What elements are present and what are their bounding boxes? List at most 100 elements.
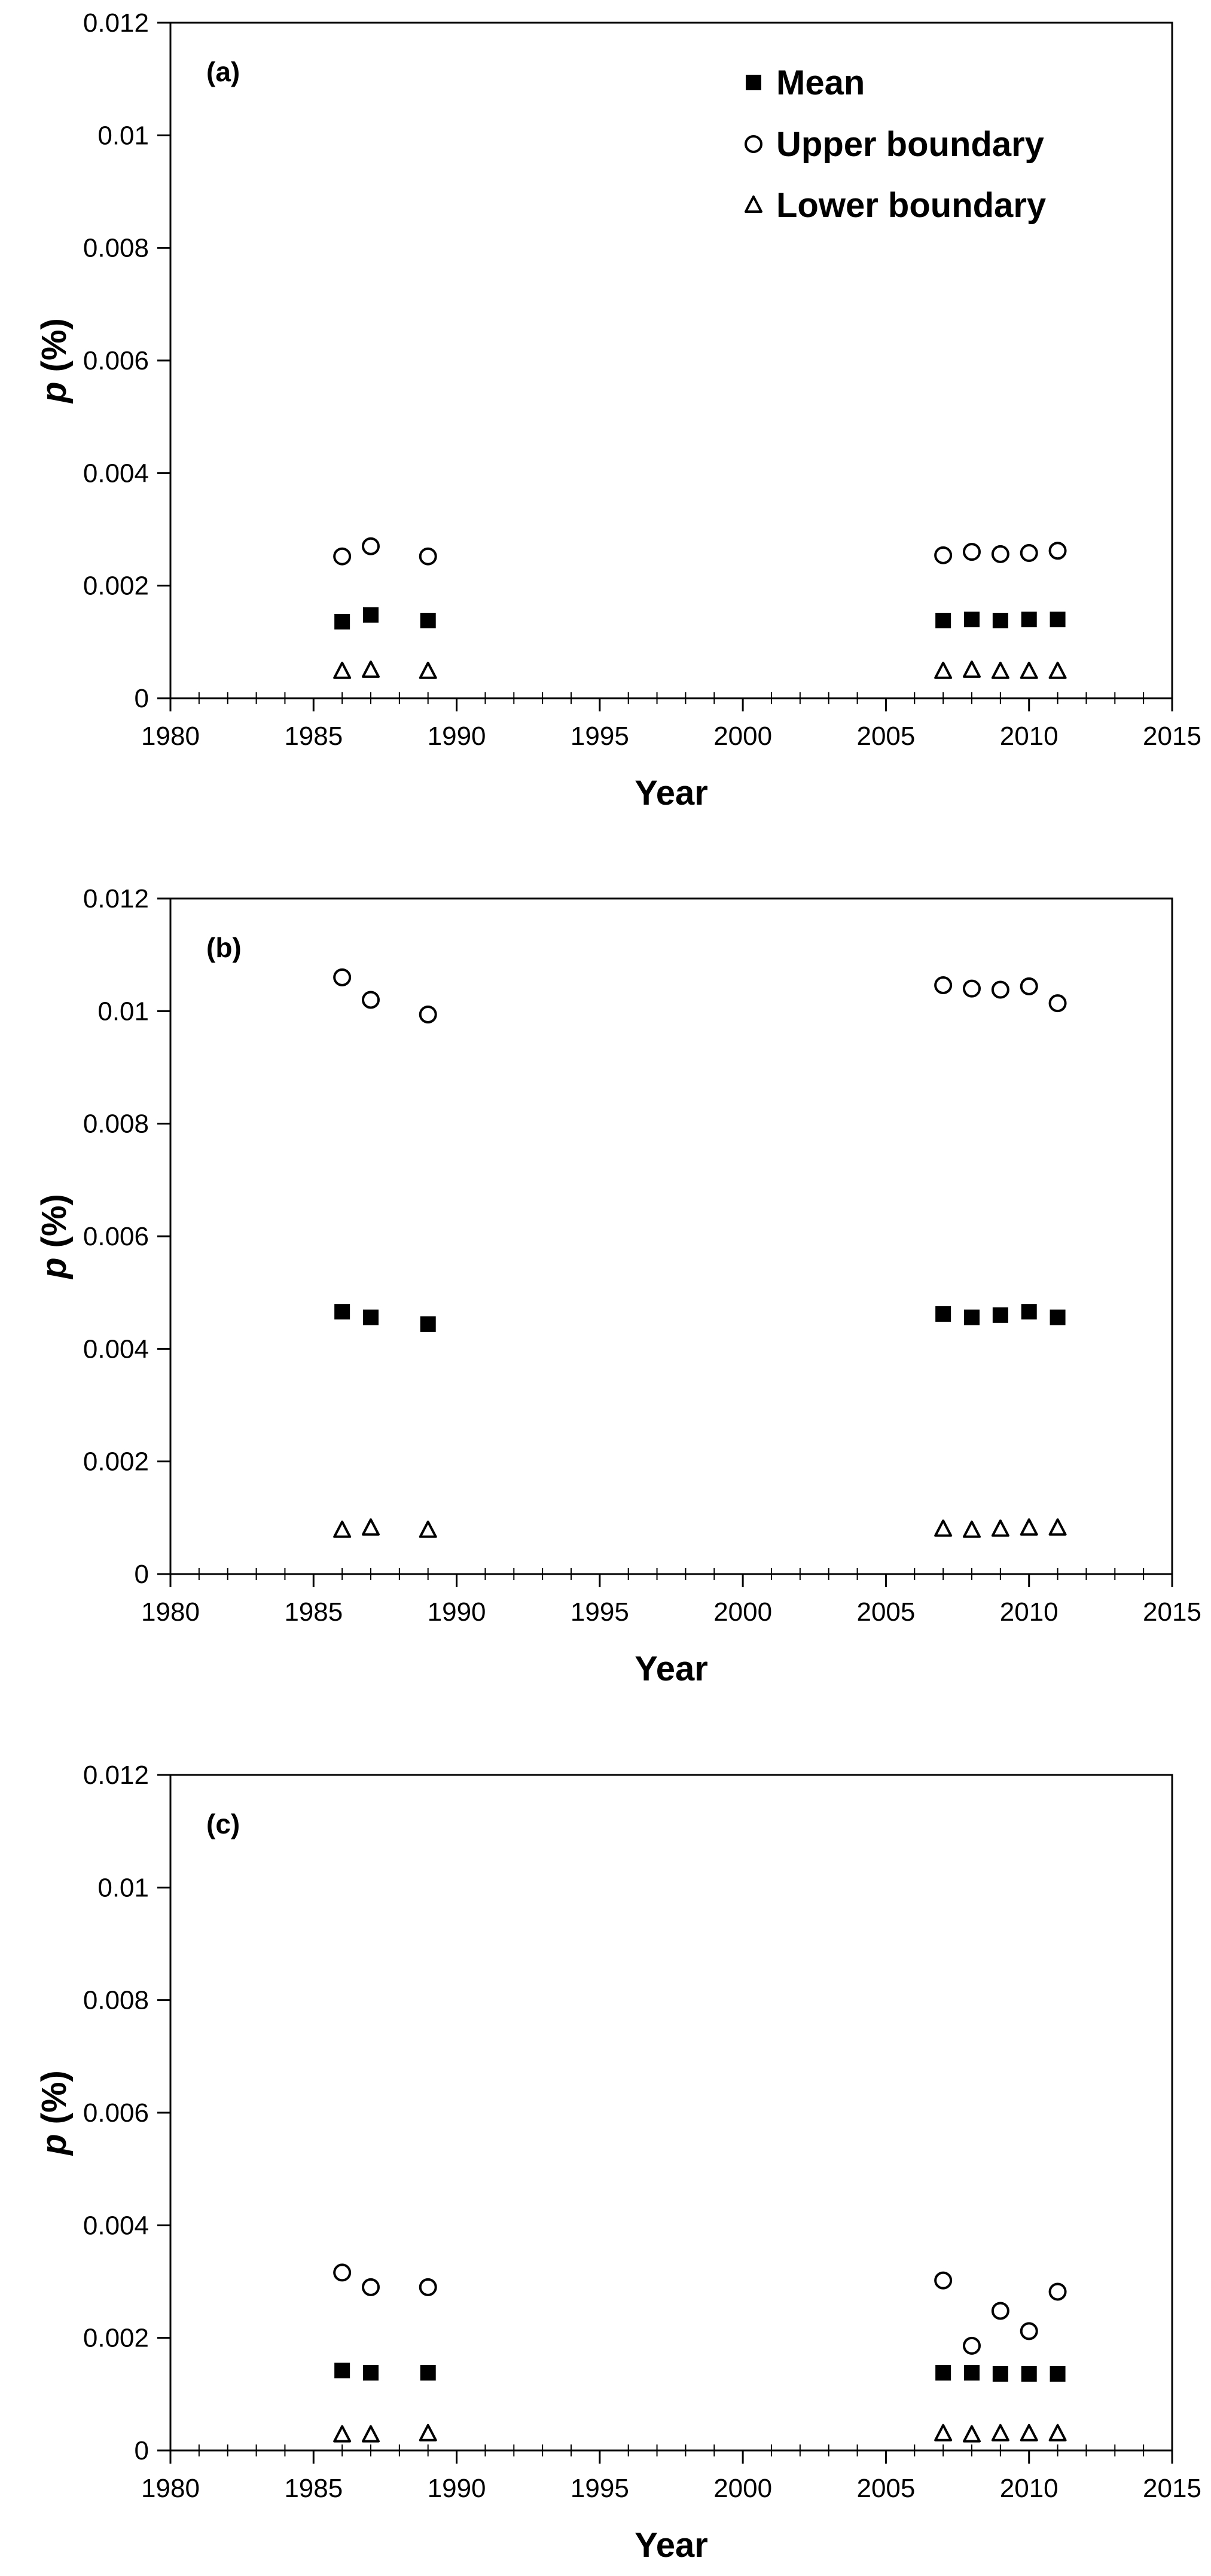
lower-boundary-point: [1048, 1518, 1067, 1536]
y-tick-label: 0.012: [83, 884, 149, 913]
mean-point: [964, 1309, 980, 1325]
x-tick-label: 2010: [1000, 1597, 1059, 1627]
upper-boundary-point: [1048, 542, 1067, 560]
upper-boundary-point: [1048, 994, 1067, 1013]
lower-boundary-point: [419, 2424, 437, 2441]
x-tick-label: 1985: [284, 1597, 343, 1627]
x-axis-title: Year: [635, 2526, 708, 2565]
upper-boundary-point: [934, 546, 953, 564]
upper-boundary-point: [333, 547, 352, 566]
x-tick-label: 1990: [428, 722, 486, 751]
upper-boundary-point: [934, 2271, 953, 2290]
x-tick-label: 2010: [1000, 722, 1059, 751]
mean-point: [992, 1307, 1008, 1323]
lower-boundary-point: [934, 1519, 953, 1537]
mean-point: [1021, 1304, 1037, 1320]
lower-boundary-point: [1020, 661, 1038, 679]
lower-boundary-point: [419, 661, 437, 679]
upper-boundary-point: [419, 547, 437, 566]
legend-label-upper: Upper boundary: [776, 125, 1044, 164]
y-tick-label: 0.002: [83, 1447, 149, 1477]
y-tick-label: 0.012: [83, 1761, 149, 1790]
mean-point: [363, 607, 379, 623]
upper-boundary-point: [1020, 977, 1038, 995]
x-tick-label: 1985: [284, 2474, 343, 2503]
lower-boundary-point: [362, 1518, 380, 1536]
plot-frame: [169, 897, 1173, 1575]
y-axis-title: p (%): [35, 1194, 74, 1280]
lower-boundary-point: [333, 2425, 352, 2443]
lower-boundary-point: [1020, 2424, 1038, 2441]
mean-point: [935, 2365, 951, 2381]
x-tick-label: 1980: [141, 722, 200, 751]
upper-boundary-point: [963, 2336, 981, 2355]
x-tick-label: 2005: [856, 2474, 915, 2503]
mean-point: [420, 613, 436, 629]
x-tick-label: 1980: [141, 1597, 200, 1627]
lower-boundary-point: [362, 2425, 380, 2443]
x-tick-label: 2000: [713, 2474, 772, 2503]
legend-label-mean: Mean: [776, 63, 865, 102]
y-tick-label: 0.008: [83, 1986, 149, 2015]
y-axis-title-symbol: p: [35, 2134, 74, 2156]
lower-boundary-point: [991, 661, 1009, 679]
lower-boundary-point: [1048, 661, 1067, 679]
x-tick-label: 1990: [428, 2474, 486, 2503]
legend-label-lower: Lower boundary: [776, 186, 1046, 225]
mean-point: [334, 613, 350, 630]
mean-point: [964, 2365, 980, 2381]
y-tick-label: 0.006: [83, 346, 149, 375]
mean-point: [992, 2366, 1008, 2382]
upper-boundary-point: [934, 976, 953, 995]
lower-boundary-point: [333, 661, 352, 679]
upper-boundary-point: [963, 543, 981, 561]
panel-b: 0 0.002 0.004 0.006 0.008 0.01 0.012 1980 1985 19…: [35, 884, 1201, 1688]
y-axis-title-unit: (%): [35, 2070, 74, 2134]
x-tick-label: 2005: [856, 722, 915, 751]
panel-label: (c): [206, 1808, 240, 1839]
x-tick-label: 1995: [571, 722, 629, 751]
legend: Mean Upper boundary Lower boundary: [745, 63, 1046, 225]
x-tick-label: 2015: [1143, 722, 1201, 751]
y-tick-label: 0.006: [83, 2098, 149, 2128]
x-tick-label: 2000: [713, 1597, 772, 1627]
lower-boundary-point: [934, 2424, 953, 2441]
y-tick-label: 0.006: [83, 1222, 149, 1251]
panel-label: (b): [206, 932, 242, 963]
mean-point: [935, 1306, 951, 1322]
y-tick-label: 0.004: [83, 2211, 149, 2240]
upper-boundary-point: [963, 979, 981, 998]
upper-boundary-point: [419, 1005, 437, 1023]
y-tick-label: 0.008: [83, 1110, 149, 1139]
y-axis-title: p (%): [35, 2070, 74, 2156]
upper-boundary-point: [1048, 2282, 1067, 2301]
x-tick-label: 1990: [428, 1597, 486, 1627]
lower-boundary-point: [934, 661, 953, 679]
y-axis-title: p (%): [35, 318, 74, 404]
lower-boundary-point: [419, 1520, 437, 1538]
y-tick-label: 0: [135, 2436, 149, 2465]
y-axis-title-symbol: p: [35, 1257, 74, 1279]
lower-boundary-point: [991, 1519, 1009, 1537]
mean-point: [1021, 612, 1037, 628]
x-tick-label: 1980: [141, 2474, 200, 2503]
mean-point: [334, 2363, 350, 2379]
mean-point: [363, 1309, 379, 1325]
upper-boundary-point: [333, 968, 352, 986]
y-tick-label: 0.01: [97, 121, 149, 150]
lower-boundary-point: [362, 660, 380, 678]
y-tick-label: 0: [135, 684, 149, 713]
upper-boundary-point: [1020, 2322, 1038, 2340]
upper-boundary-point: [991, 545, 1009, 563]
upper-boundary-point: [419, 2278, 437, 2296]
upper-boundary-point: [991, 980, 1009, 999]
mean-point: [363, 2365, 379, 2381]
lower-boundary-point: [333, 1520, 352, 1538]
x-tick-label: 2010: [1000, 2474, 1059, 2503]
y-tick-label: 0.002: [83, 572, 149, 601]
panel-label: (a): [206, 56, 240, 87]
lower-boundary-point: [963, 2425, 981, 2443]
mean-point: [1050, 612, 1066, 628]
mean-point: [1021, 2366, 1037, 2382]
lower-boundary-point: [963, 1520, 981, 1538]
